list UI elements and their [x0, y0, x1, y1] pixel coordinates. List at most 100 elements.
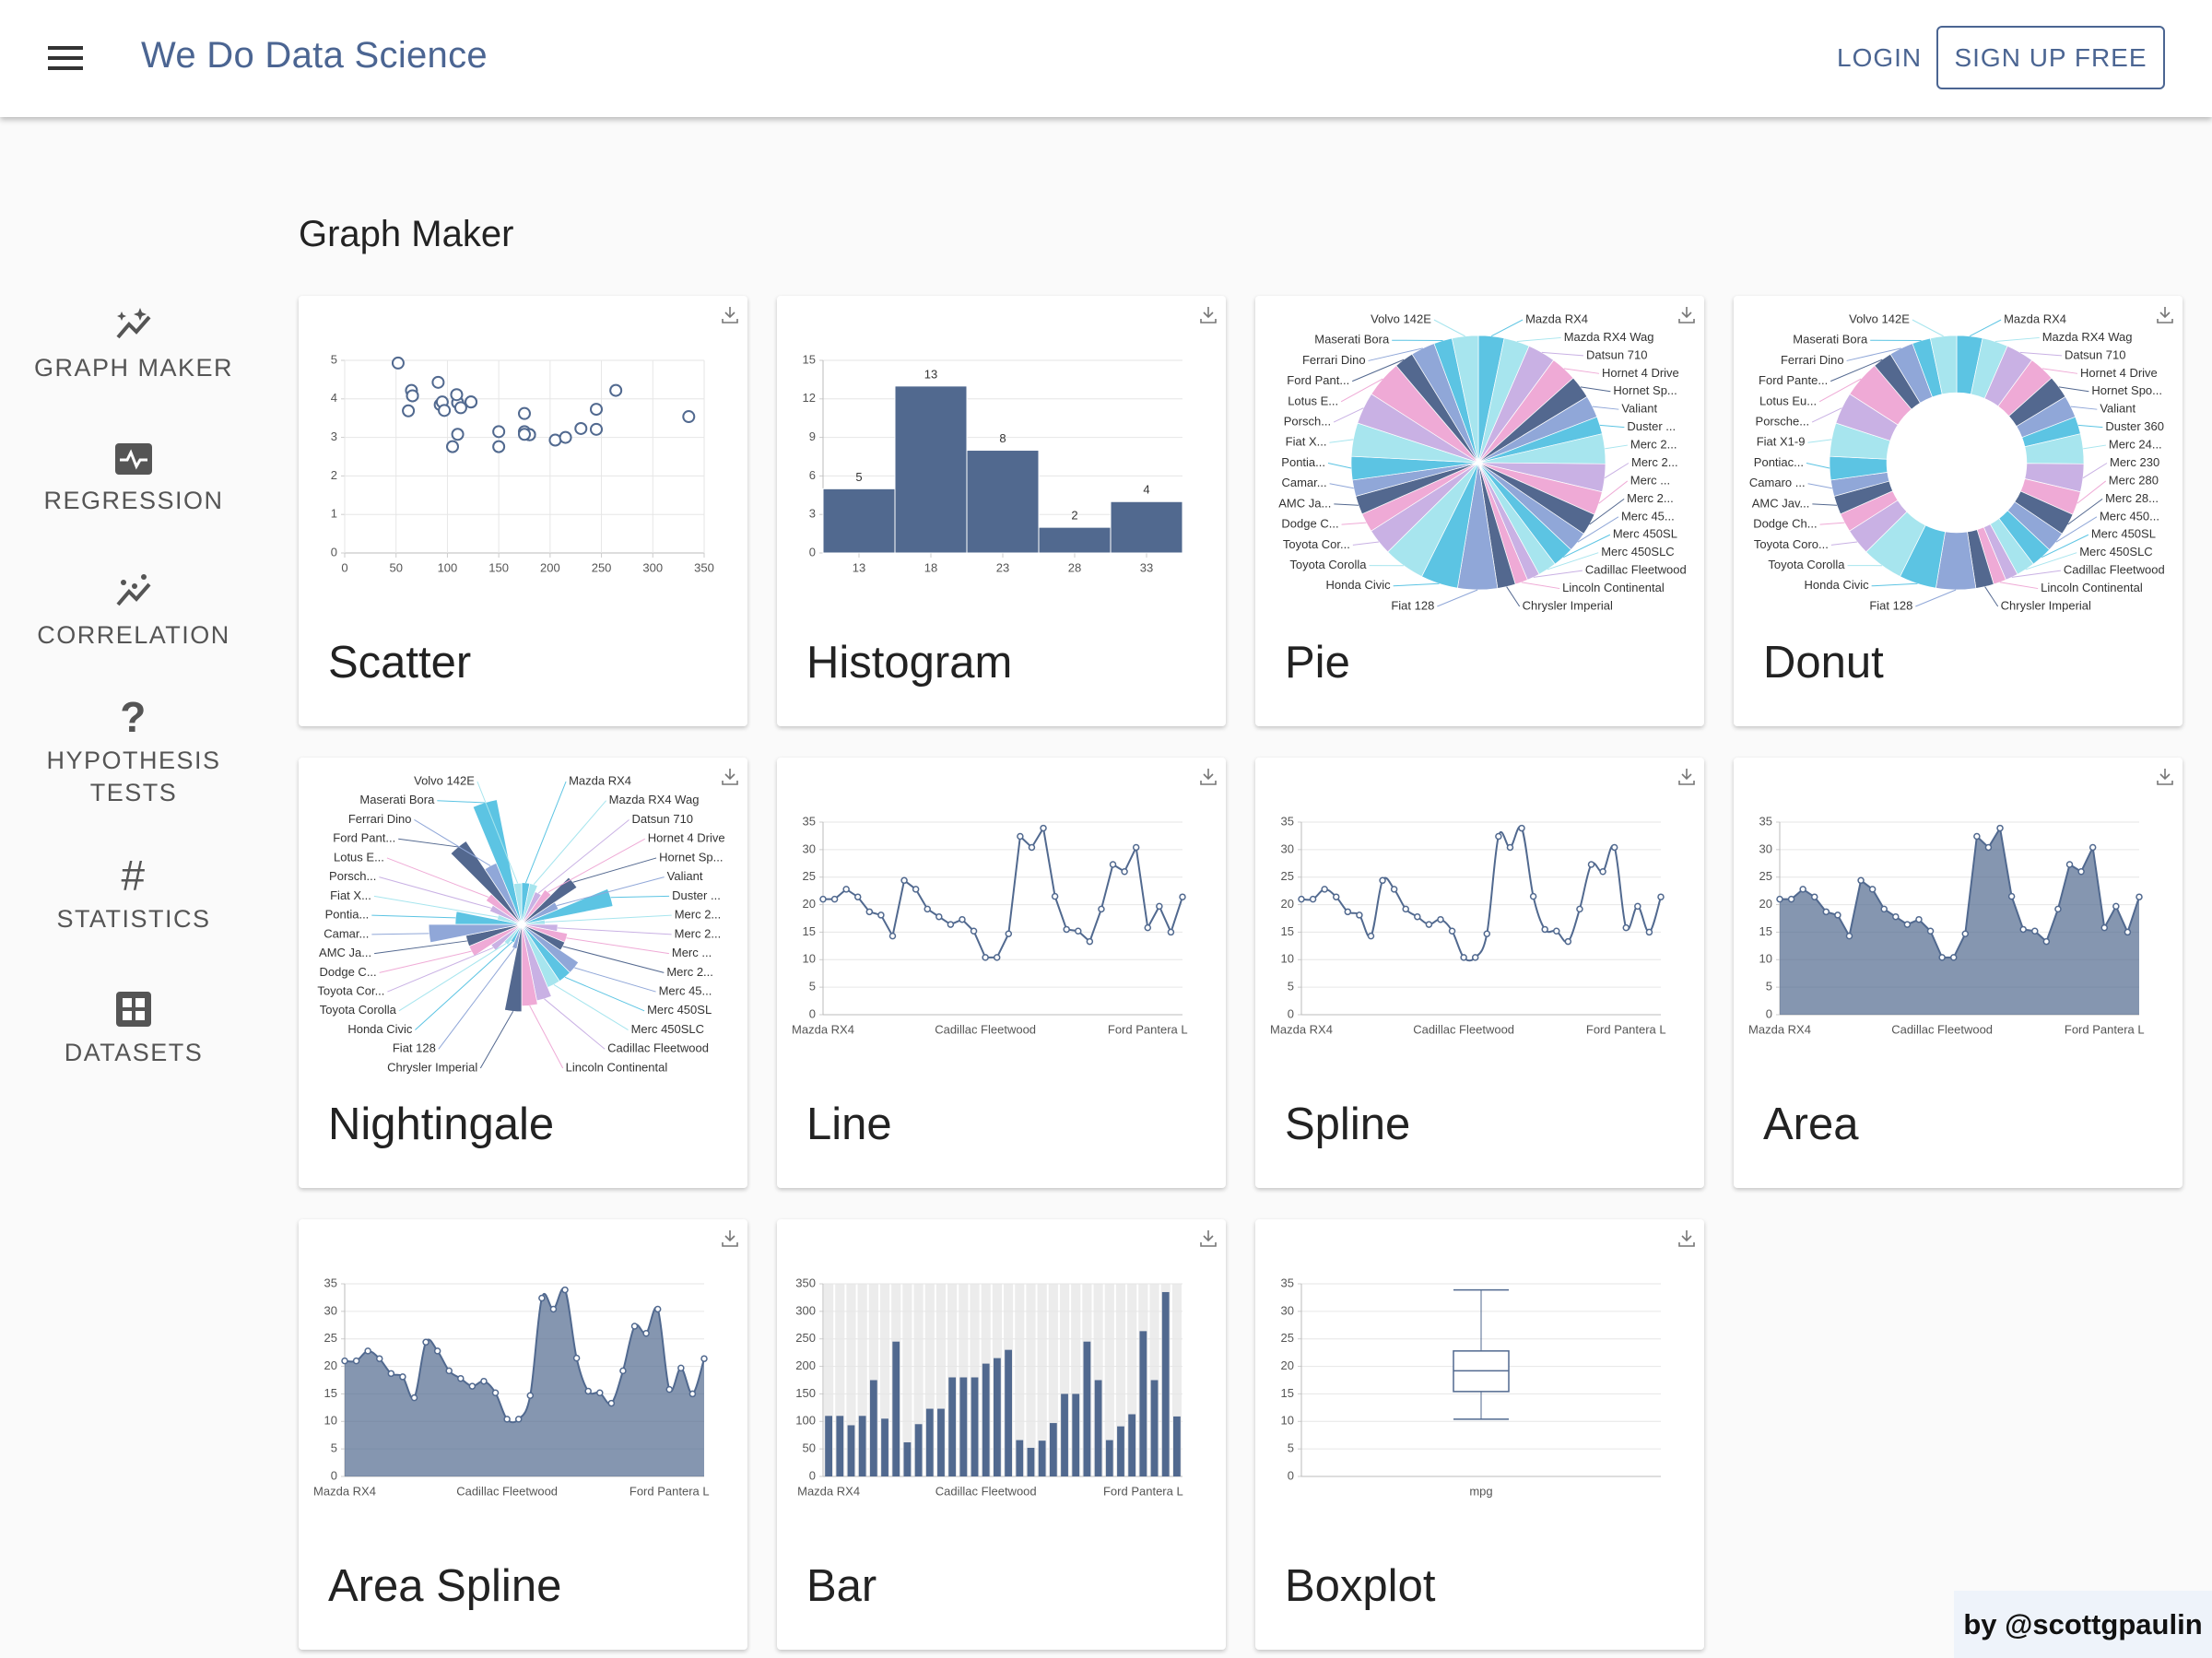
card-title: Boxplot	[1285, 1561, 1436, 1611]
leader-line	[1533, 570, 1583, 578]
card-title: Donut	[1763, 638, 1884, 688]
bar	[914, 1424, 923, 1476]
chart-card[interactable]: 0 5 10 15 20 25 30 35 Mazda RX4 Cadillac Fleetwoo…	[1734, 758, 2183, 1188]
download-button[interactable]	[1678, 769, 1695, 785]
download-button[interactable]	[1200, 769, 1217, 785]
point	[912, 886, 920, 893]
point	[842, 886, 850, 893]
point	[2031, 927, 2039, 935]
download-button[interactable]	[2157, 307, 2173, 323]
slice	[1451, 335, 1479, 464]
chart-card[interactable]: 0 5 10 15 20 25 30 35 Mazda RX4 Cadillac Fleetwoo…	[1255, 758, 1704, 1188]
download-button[interactable]	[722, 1230, 738, 1247]
point	[1506, 843, 1514, 852]
slice-label: Pontia...	[325, 908, 370, 922]
slice-label: Merc 2...	[675, 908, 722, 922]
point	[514, 1416, 523, 1423]
chart-card[interactable]: Mazda RX4 Mazda RX4 Wag Datsun 710 Hornet 4…	[299, 758, 747, 1188]
chart-card[interactable]: 0 5 10 15 20 25 30 35 mpg Boxplot	[1255, 1219, 1704, 1650]
slice-label: Lotus Eu...	[1759, 394, 1817, 407]
signup-button[interactable]: SIGN UP FREE	[1936, 26, 2165, 89]
chart-card[interactable]: Mazda RX4 Mazda RX4 Wag Datsun 710 Hornet 4…	[1255, 296, 1704, 726]
slice-label: Lincoln Continental	[2041, 581, 2143, 594]
leader-line	[544, 998, 606, 1050]
leader-line	[2067, 498, 2103, 525]
download-button[interactable]	[1200, 307, 1217, 323]
leader-line	[1563, 368, 1600, 374]
y-tick-label: 5	[331, 352, 337, 366]
download-button[interactable]	[1200, 1230, 1217, 1247]
y-tick-label: 15	[324, 1386, 337, 1400]
chart-card[interactable]: 0 50 100 150 200 250 300 350 Mazda RX4 Cadillac F…	[777, 1219, 1226, 1650]
y-tick-label: 350	[795, 1276, 816, 1289]
band-background	[1059, 1284, 1070, 1476]
slice-label: Merc 450SLC	[1601, 545, 1674, 559]
slice-label: Datsun 710	[632, 812, 694, 826]
point	[1109, 861, 1117, 868]
slice-label: Hornet Sp...	[1613, 383, 1677, 397]
band-background	[1048, 1284, 1058, 1476]
login-button[interactable]: LOGIN	[1837, 43, 1923, 72]
leader-line	[477, 781, 519, 884]
point	[1179, 893, 1186, 900]
download-button[interactable]	[722, 769, 738, 785]
slice-label: Fiat 128	[1869, 598, 1912, 612]
leader-line	[547, 838, 646, 893]
nav-item[interactable]: REGRESSION	[23, 441, 244, 517]
nav-item[interactable]: GRAPH MAKER	[23, 304, 244, 384]
chart-card[interactable]: 0 1 2 3 4 5 0 50 100 150 200 250 300 350 Scatter	[299, 296, 747, 726]
bar	[1038, 526, 1112, 554]
download-button[interactable]	[2157, 769, 2173, 785]
leader-line	[398, 838, 459, 848]
download-button[interactable]	[722, 307, 738, 323]
nav-item[interactable]: DATASETS	[23, 989, 244, 1069]
y-tick-label: 5	[1766, 980, 1772, 994]
bar	[994, 1358, 1001, 1476]
slice-label: Dodge Ch...	[1753, 517, 1817, 531]
leader-line	[1563, 534, 1611, 559]
leader-line	[1599, 424, 1625, 429]
slice-label: Cadillac Fleetwood	[607, 1041, 709, 1055]
y-tick-label: 4	[331, 391, 337, 405]
slice-label: Honda Civic	[1805, 578, 1870, 592]
slice-label: Merc 280	[2109, 473, 2159, 487]
chart-card[interactable]: 0 5 10 15 20 25 30 35 Mazda RX4 Cadillac Fleetwoo…	[299, 1219, 747, 1650]
point	[465, 395, 478, 409]
slice-label: Mazda RX4	[2004, 312, 2066, 325]
point	[1344, 908, 1352, 916]
menu-button[interactable]	[48, 44, 85, 72]
point	[453, 401, 467, 415]
download-button[interactable]	[1678, 1230, 1695, 1247]
leader-line	[1437, 589, 1478, 607]
brand[interactable]: We Do Data Science	[141, 35, 488, 76]
nav-label: REGRESSION	[43, 487, 224, 514]
point	[1448, 927, 1456, 935]
download-button[interactable]	[1678, 307, 1695, 323]
nav-item[interactable]: ? HYPOTHESIS TESTS	[23, 695, 244, 809]
y-tick-label: 5	[1288, 1441, 1294, 1455]
svg-text:#: #	[121, 855, 146, 896]
slice-label: Merc ...	[1630, 473, 1670, 487]
bar	[847, 1425, 855, 1476]
leader-line	[1521, 582, 1560, 590]
point	[572, 1354, 581, 1362]
chart-card[interactable]: Mazda RX4 Mazda RX4 Wag Datsun 710 Hornet 4…	[1734, 296, 2183, 726]
bar	[925, 1408, 934, 1476]
slice-label: AMC Jav...	[1752, 496, 1810, 510]
leader-line	[415, 941, 513, 1030]
slice-label: AMC Ja...	[1278, 496, 1331, 510]
point	[1657, 893, 1665, 900]
bar	[903, 1441, 912, 1476]
band-background	[857, 1284, 867, 1476]
chart-card[interactable]: 0 5 10 15 20 25 30 35 Mazda RX4 Cadillac Fleetwoo…	[777, 758, 1226, 1188]
band-background	[1104, 1284, 1114, 1476]
point	[596, 1389, 604, 1396]
slice-label: Porsch...	[329, 869, 376, 883]
nav-item[interactable]: CORRELATION	[23, 571, 244, 652]
bar	[1110, 500, 1183, 554]
y-tick-label: 25	[324, 1331, 337, 1345]
chart-card[interactable]: 0 3 6 9 12 15 13 18 23 28 33 5 13 8 2 4 Histogram	[777, 296, 1226, 726]
nav-item[interactable]: # STATISTICS	[23, 855, 244, 935]
card-title: Histogram	[806, 638, 1012, 688]
